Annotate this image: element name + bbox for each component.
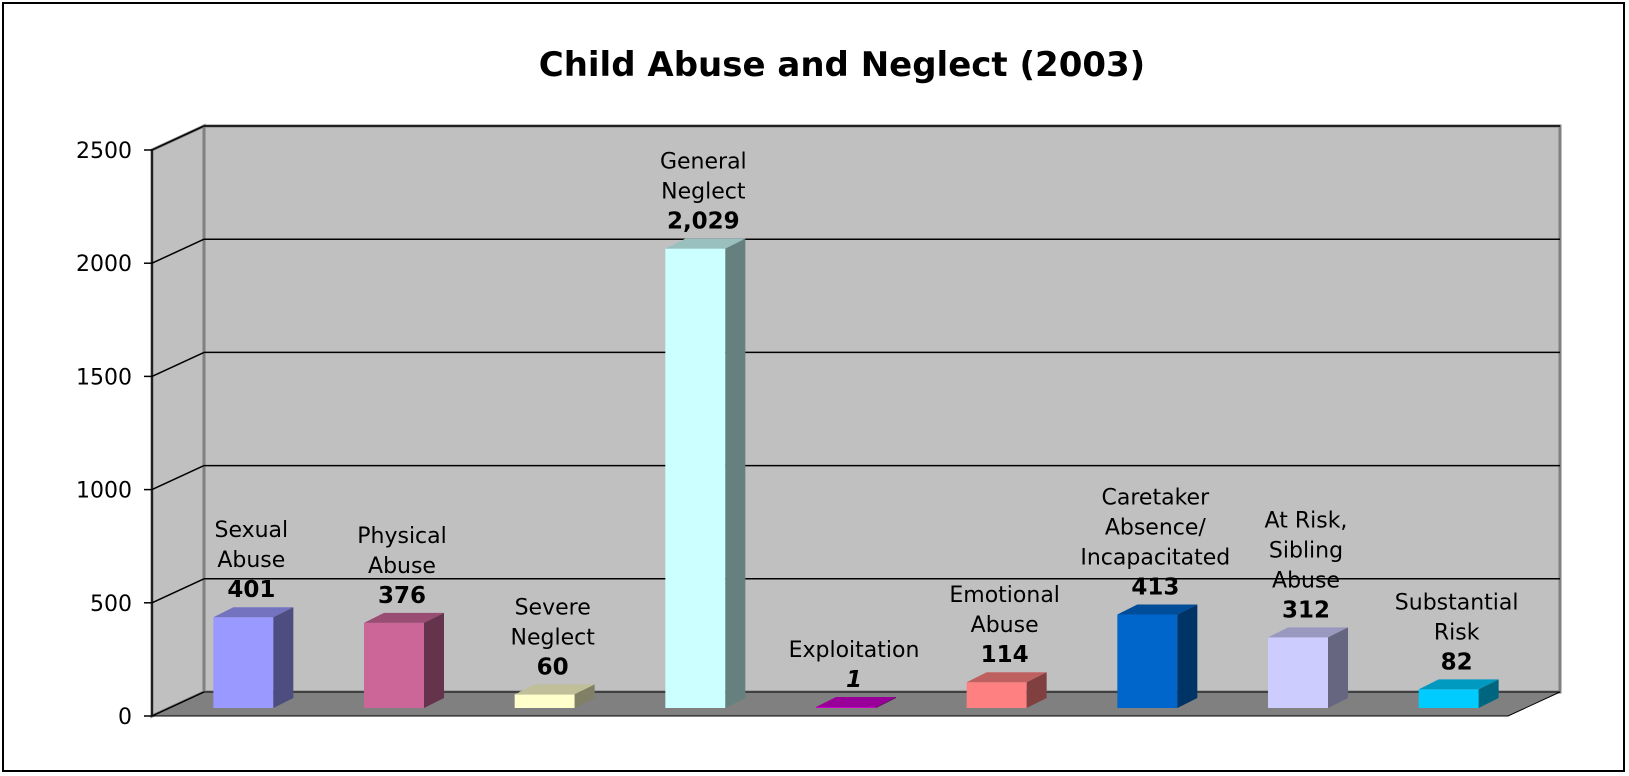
gridline-side: [151, 464, 205, 491]
y-axis: 0 500 1000 1500 2000 2500: [76, 139, 153, 730]
bar-top: [816, 697, 896, 707]
category-label: Physical: [357, 524, 447, 549]
side-wall: [150, 123, 206, 719]
bar-side: [725, 238, 746, 708]
gridline-side: [151, 351, 205, 378]
data-value-label: 413: [1131, 574, 1179, 600]
bar-front: [364, 622, 424, 708]
bar-side: [1328, 627, 1348, 708]
y-tick-label: 2000: [76, 252, 132, 277]
bar-4: [665, 238, 746, 708]
back-wall: [202, 124, 1562, 694]
bar-8: [1268, 627, 1348, 708]
category-label: Emotional: [949, 583, 1060, 608]
bar-3: [514, 684, 595, 708]
bar-front: [665, 248, 726, 708]
bar-front: [213, 617, 274, 708]
category-label: General: [660, 150, 747, 175]
chart-title: Child Abuse and Neglect (2003): [539, 45, 1145, 85]
bar-front: [1117, 614, 1178, 708]
y-tick-label: 1000: [76, 479, 132, 504]
data-labels: 401 Sexual Abuse 376 Physical Abuse 60 Severe Ne…: [214, 150, 1518, 693]
gridlines: [151, 125, 1560, 717]
y-tick-label: 500: [90, 592, 132, 617]
bar-side: [424, 612, 444, 708]
gridline-side: [151, 691, 205, 717]
data-value-label: 60: [537, 654, 569, 680]
bar-top: [1268, 627, 1348, 638]
bar-1: [213, 607, 294, 708]
bar-side: [1177, 604, 1198, 708]
category-label: Abuse: [1272, 568, 1340, 593]
bar-top: [966, 672, 1047, 683]
category-label: Exploitation: [789, 638, 920, 663]
category-label: Abuse: [368, 554, 436, 579]
bar-front: [966, 682, 1027, 708]
bar-front: [1268, 637, 1328, 708]
bar-7: [1117, 604, 1198, 708]
bar-front: [816, 707, 876, 708]
data-value-label: 1: [846, 667, 862, 693]
category-label: Abuse: [217, 548, 285, 573]
bars: [213, 238, 1499, 708]
bar-top: [665, 238, 746, 249]
bar-5: [816, 697, 896, 708]
category-label: At Risk,: [1265, 508, 1348, 533]
data-value-label: 2,029: [667, 209, 740, 235]
data-value-label: 114: [981, 642, 1029, 668]
category-label: Risk: [1434, 620, 1480, 645]
category-label: Neglect: [661, 180, 746, 205]
bar-side: [876, 697, 896, 708]
category-label: Incapacitated: [1080, 545, 1230, 570]
data-value-label: 312: [1282, 597, 1330, 623]
data-value-label: 376: [378, 583, 426, 609]
category-label: Caretaker: [1102, 485, 1211, 510]
bar-2: [364, 612, 444, 708]
bar-side: [273, 607, 294, 708]
bar-top: [1117, 604, 1198, 615]
category-label: Absence/: [1105, 515, 1207, 540]
category-label: Neglect: [511, 625, 596, 650]
bar-top: [364, 612, 444, 623]
bar-side: [1026, 672, 1047, 708]
bar-top: [1418, 679, 1499, 690]
category-label: Abuse: [971, 613, 1039, 638]
bar-9: [1418, 679, 1499, 708]
plot-area: [150, 123, 1562, 719]
bar-front: [1418, 689, 1479, 708]
gridline-side: [151, 578, 205, 604]
bar-front: [514, 694, 575, 708]
category-label: Severe: [515, 595, 591, 620]
bar-top: [213, 607, 294, 618]
category-label: Sibling: [1269, 538, 1343, 563]
y-tick-label: 0: [118, 705, 132, 730]
y-tick-label: 2500: [76, 139, 132, 164]
bar-6: [966, 672, 1047, 708]
gridline-side: [151, 238, 205, 264]
y-tick-label: 1500: [76, 365, 132, 390]
bar-side: [1478, 679, 1499, 708]
bar-side: [574, 684, 595, 708]
gridline-side: [151, 125, 205, 151]
data-value-label: 401: [227, 577, 275, 603]
bar-top: [514, 684, 595, 695]
data-value-label: 82: [1441, 649, 1473, 675]
category-label: Sexual: [214, 518, 288, 543]
category-label: Substantial: [1395, 590, 1519, 615]
